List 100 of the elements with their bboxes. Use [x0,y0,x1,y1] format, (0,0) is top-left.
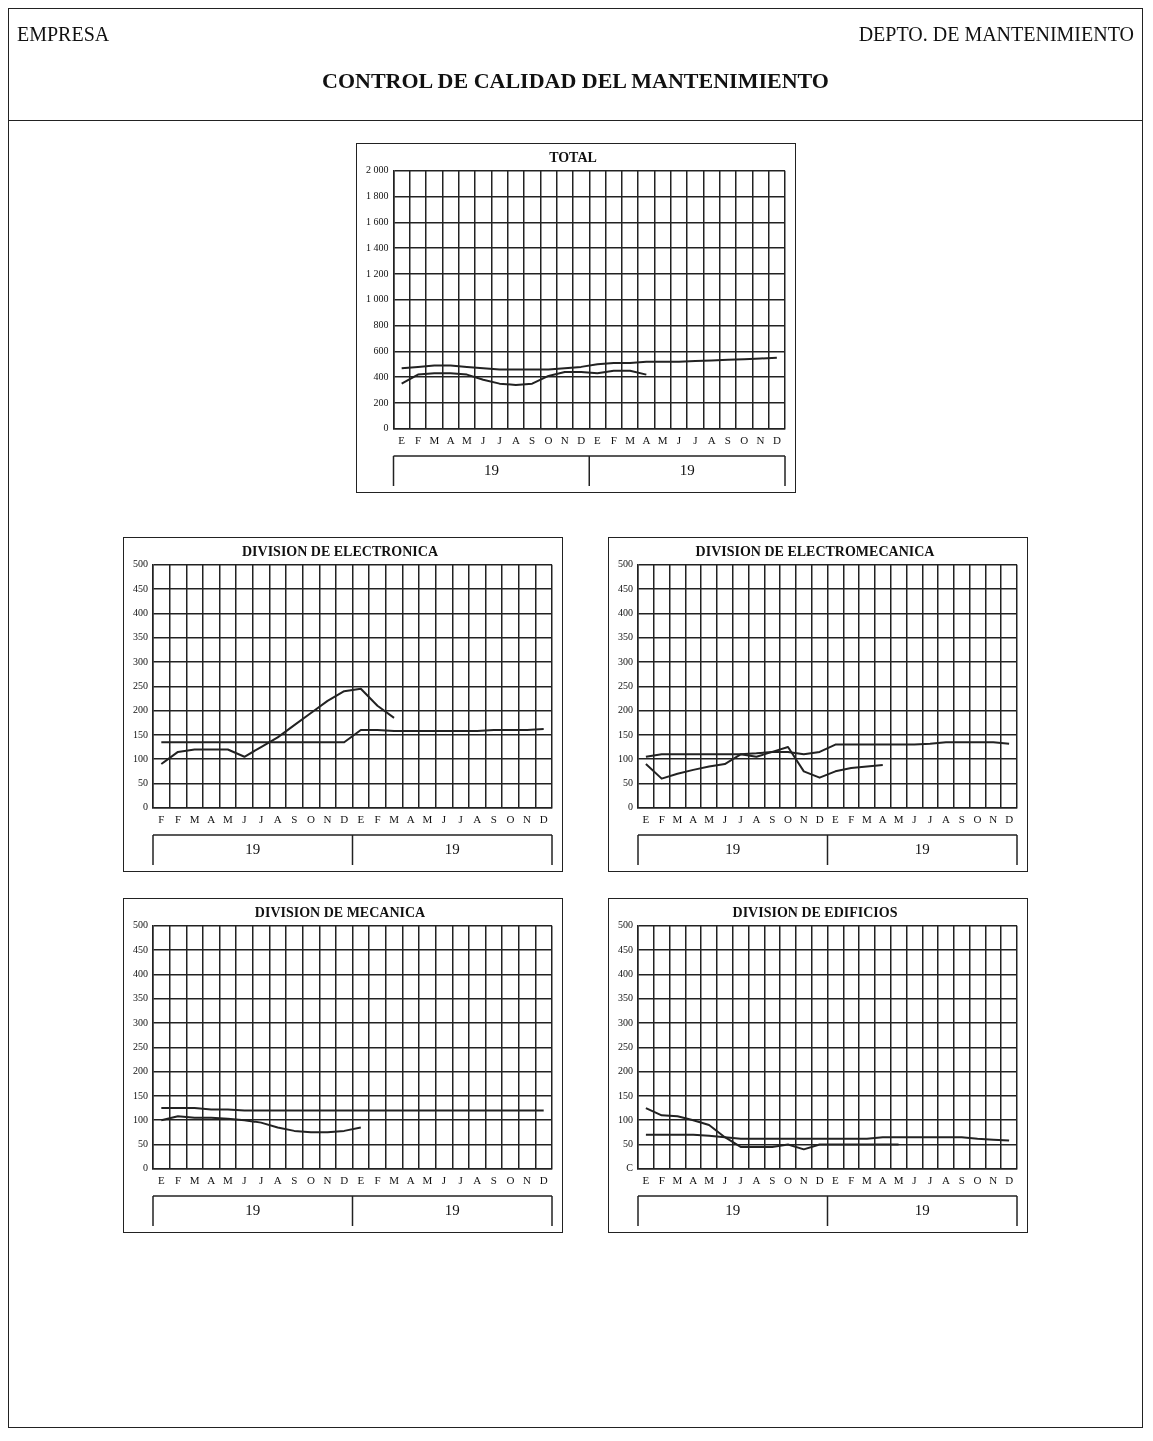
x-tick-label: A [473,813,482,826]
x-tick-label: N [756,434,765,447]
y-tick-label: 1 200 [365,267,388,279]
x-tick-label: M [222,813,233,826]
x-tick-label: A [641,434,650,447]
x-tick-label: M [389,813,400,826]
y-tick-label: 100 [618,1113,633,1125]
x-tick-label: S [958,1174,965,1187]
text: 19 [914,1201,930,1218]
x-tick-label: N [523,813,532,826]
x-tick-label: J [738,1174,744,1187]
x-tick-label: M [672,813,683,826]
x-tick-label: A [406,1174,415,1187]
x-tick-label: E [357,813,365,826]
x-tick-label: D [815,813,824,826]
x-tick-label: M [428,434,439,447]
y-tick-label: 250 [618,1040,633,1052]
x-tick-label: O [506,813,515,826]
x-tick-label: J [692,434,698,447]
y-tick-label: 200 [133,1065,148,1077]
x-tick-label: O [543,434,552,447]
chart-title: TOTAL [548,150,597,166]
x-tick-label: A [273,813,282,826]
x-tick-label: S [291,1174,298,1187]
y-tick-label: 50 [623,777,633,789]
y-tick-label: 150 [133,728,148,740]
x-tick-label: J [928,1174,934,1187]
x-tick-label: A [878,1174,887,1187]
x-tick-label: D [1005,1174,1014,1187]
x-tick-label: D [539,813,548,826]
x-tick-label: F [658,1174,665,1187]
x-tick-label: N [799,1174,808,1187]
x-tick-label: A [752,813,761,826]
y-tick-label: 150 [618,1089,633,1101]
x-tick-label: O [306,1174,315,1187]
text: 19 [444,1201,460,1218]
x-tick-label: A [446,434,455,447]
x-tick-label: O [506,1174,515,1187]
x-tick-label: M [704,813,715,826]
x-tick-label: E [397,434,405,447]
x-tick-label: N [989,813,998,826]
y-tick-label: 350 [133,631,148,643]
x-tick-label: M [189,813,200,826]
text: 19 [444,840,460,857]
y-tick-label: C [626,1162,634,1174]
y-tick-label: 500 [133,558,148,570]
y-tick-label: 150 [618,728,633,740]
x-tick-label: F [374,1174,381,1187]
x-tick-label: M [893,813,904,826]
text: 19 [483,461,499,478]
x-tick-label: F [174,1174,181,1187]
x-tick-label: O [306,813,315,826]
x-tick-label: O [973,813,982,826]
text: EMPRESA [17,23,110,46]
x-tick-label: J [722,813,728,826]
y-tick-label: 250 [133,679,148,691]
x-tick-label: D [1005,813,1014,826]
x-tick-label: F [610,434,617,447]
y-tick-label: 350 [133,992,148,1004]
y-tick-label: 800 [373,319,388,331]
x-tick-label: A [878,813,887,826]
x-tick-label: F [658,813,665,826]
x-tick-label: A [689,813,698,826]
x-tick-label: N [989,1174,998,1187]
x-tick-label: E [832,813,840,826]
x-tick-label: J [676,434,682,447]
y-tick-label: 350 [618,631,633,643]
y-tick-label: 400 [618,607,633,619]
text: 19 [725,840,741,857]
x-tick-label: E [593,434,601,447]
x-tick-label: J [912,813,918,826]
x-tick-label: N [323,1174,332,1187]
y-tick-label: 100 [618,752,633,764]
x-tick-label: M [422,813,433,826]
text: 19 [914,840,930,857]
x-tick-label: D [340,1174,349,1187]
y-tick-label: 500 [618,919,633,931]
y-tick-label: 0 [143,1162,148,1174]
x-tick-label: J [458,813,464,826]
x-tick-label: A [406,813,415,826]
x-tick-label: J [441,813,447,826]
x-tick-label: J [496,434,502,447]
x-tick-label: J [738,813,744,826]
y-tick-label: 250 [133,1040,148,1052]
x-tick-label: D [576,434,585,447]
y-tick-label: 1 000 [365,293,388,305]
x-tick-label: J [258,813,264,826]
y-tick-label: 300 [618,655,633,667]
y-tick-label: 50 [138,1138,148,1150]
x-tick-label: A [207,813,216,826]
x-tick-label: D [539,1174,548,1187]
y-tick-label: 200 [133,704,148,716]
y-tick-label: 400 [133,607,148,619]
y-tick-label: 2 000 [365,164,388,176]
y-tick-label: 400 [133,968,148,980]
text: CONTROL DE CALIDAD DEL MANTENIMIENTO [321,68,830,94]
x-tick-label: E [357,1174,365,1187]
chart-title: DIVISION DE ELECTRONICA [241,544,439,560]
text: 19 [245,1201,261,1218]
y-tick-label: 200 [618,1065,633,1077]
